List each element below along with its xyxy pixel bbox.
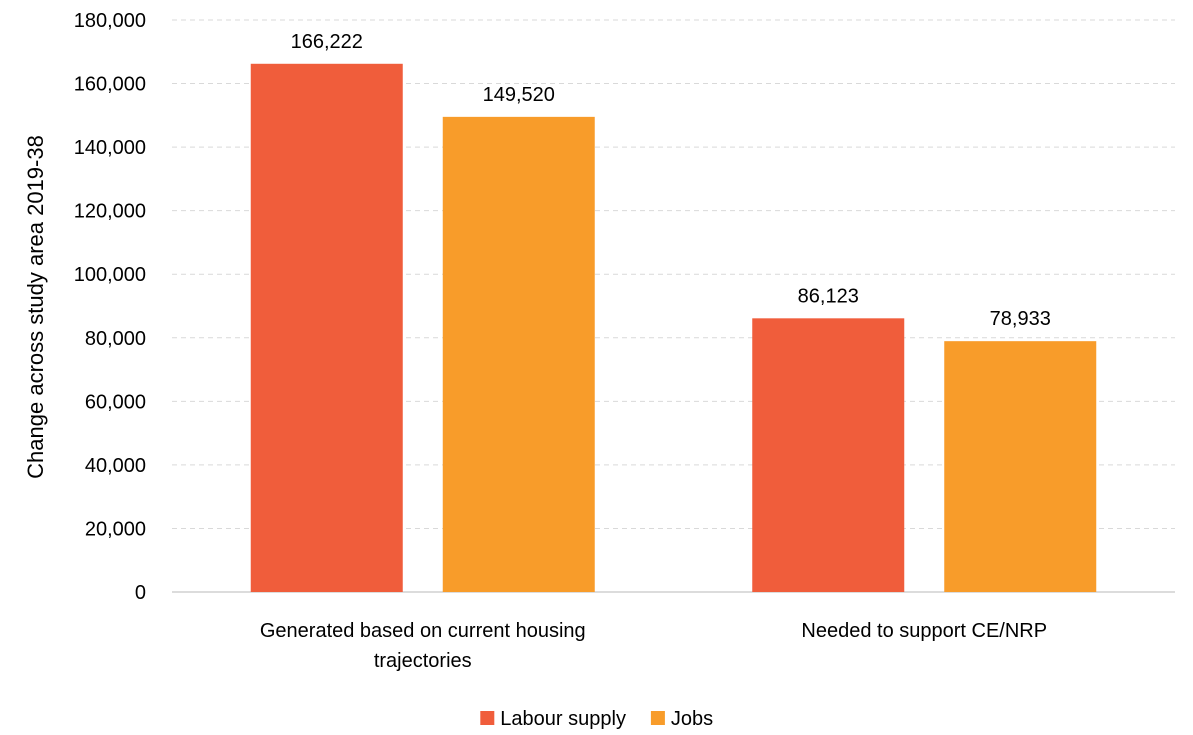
data-label: 86,123: [798, 285, 859, 307]
y-tick-label: 140,000: [74, 137, 146, 159]
bar-jobs: [944, 341, 1097, 592]
bar-jobs: [442, 116, 595, 592]
x-axis-categories: Generated based on current housing trajec…: [260, 620, 1047, 672]
legend: Labour supply Jobs: [480, 708, 713, 730]
bar-labour-supply: [752, 318, 905, 592]
y-tick-label: 160,000: [74, 74, 146, 96]
x-category-label: trajectories: [374, 650, 472, 672]
bars: [250, 63, 1097, 592]
data-labels: 166,222 149,520 86,123 78,933: [291, 31, 1051, 330]
y-axis-ticks: 0 20,000 40,000 60,000 80,000 100,000 120,000 1…: [74, 10, 146, 604]
y-axis-label: Change across study area 2019-38: [23, 135, 48, 479]
y-tick-label: 20,000: [85, 518, 146, 540]
legend-swatch: [650, 711, 665, 725]
y-tick-label: 100,000: [74, 264, 146, 286]
data-label: 166,222: [291, 31, 363, 53]
data-label: 78,933: [990, 308, 1051, 330]
legend-label: Jobs: [671, 708, 713, 730]
legend-label: Labour supply: [500, 708, 626, 730]
y-tick-label: 180,000: [74, 10, 146, 32]
y-tick-label: 60,000: [85, 391, 146, 413]
x-category-label: Needed to support CE/NRP: [801, 620, 1047, 642]
y-tick-label: 40,000: [85, 455, 146, 477]
y-tick-label: 80,000: [85, 328, 146, 350]
legend-swatch: [480, 711, 495, 725]
bar-labour-supply: [250, 63, 403, 592]
y-tick-label: 0: [135, 582, 146, 604]
data-label: 149,520: [483, 84, 555, 106]
x-category-label: Generated based on current housing: [260, 620, 586, 642]
y-tick-label: 120,000: [74, 201, 146, 223]
